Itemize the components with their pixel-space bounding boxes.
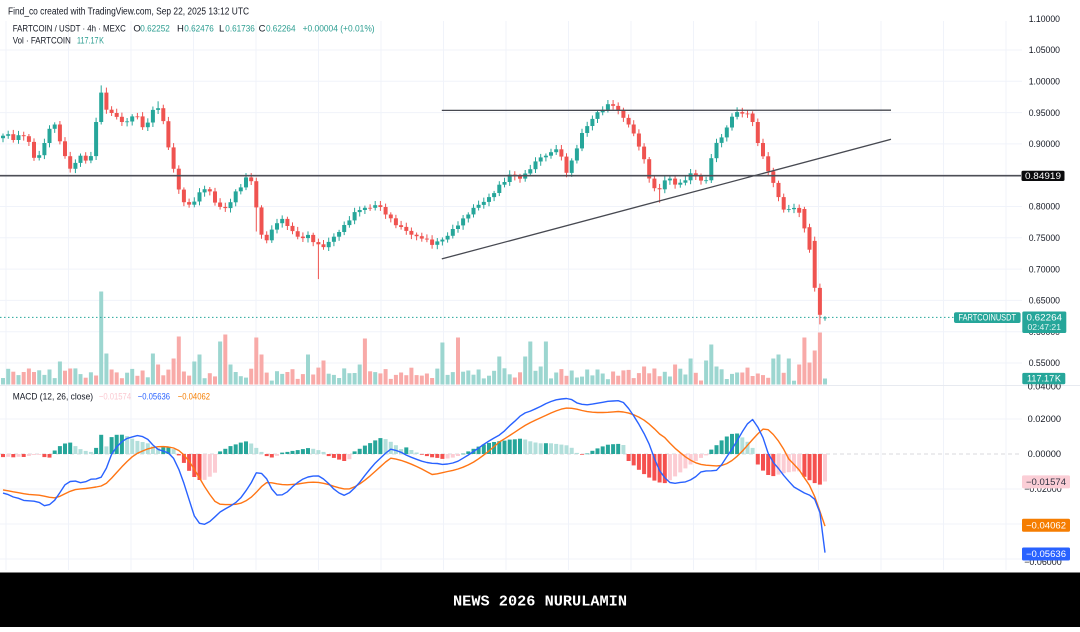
svg-text:L: L bbox=[219, 24, 224, 35]
svg-text:FARTCOINUSDT: FARTCOINUSDT bbox=[959, 313, 1017, 323]
svg-text:Find_co created with TradingVi: Find_co created with TradingView.com, Se… bbox=[8, 6, 249, 17]
svg-text:0.62252: 0.62252 bbox=[140, 24, 170, 35]
svg-text:H: H bbox=[177, 24, 184, 35]
svg-text:−0.01574: −0.01574 bbox=[99, 391, 131, 402]
svg-text:02:47:21: 02:47:21 bbox=[1028, 322, 1062, 332]
svg-text:117.17 K: 117.17 K bbox=[77, 36, 105, 47]
svg-text:C: C bbox=[259, 24, 266, 35]
svg-text:−0.04062: −0.04062 bbox=[1026, 520, 1066, 530]
svg-text:0.02000: 0.02000 bbox=[1028, 414, 1061, 424]
svg-text:117.17 K: 117.17 K bbox=[1027, 374, 1061, 384]
svg-text:0.65000: 0.65000 bbox=[1029, 296, 1060, 306]
svg-text:0.70000: 0.70000 bbox=[1029, 264, 1060, 274]
svg-text:0.80000: 0.80000 bbox=[1029, 202, 1060, 212]
svg-text:0.62476: 0.62476 bbox=[184, 24, 214, 35]
svg-text:+0.00004 (+0.01%): +0.00004 (+0.01%) bbox=[303, 24, 375, 35]
svg-text:0.62264: 0.62264 bbox=[266, 24, 296, 35]
svg-text:MACD (12, 26, close): MACD (12, 26, close) bbox=[13, 391, 93, 402]
svg-text:−0.05636: −0.05636 bbox=[1026, 549, 1066, 559]
svg-text:0.90000: 0.90000 bbox=[1029, 139, 1060, 149]
svg-text:1.05000: 1.05000 bbox=[1029, 45, 1060, 55]
svg-text:0.61736: 0.61736 bbox=[225, 24, 255, 35]
svg-text:0.55000: 0.55000 bbox=[1029, 358, 1060, 368]
svg-text:NEWS 2026 NURULAMIN: NEWS 2026 NURULAMIN bbox=[453, 595, 627, 611]
svg-text:0.62264: 0.62264 bbox=[1027, 312, 1063, 322]
svg-text:0.84919: 0.84919 bbox=[1025, 171, 1061, 181]
svg-text:−0.01574: −0.01574 bbox=[1026, 477, 1066, 487]
svg-text:1.10000: 1.10000 bbox=[1029, 14, 1060, 24]
svg-text:−0.05636: −0.05636 bbox=[138, 391, 170, 402]
svg-text:Vol · FARTCOIN: Vol · FARTCOIN bbox=[13, 36, 71, 47]
svg-text:0.00000: 0.00000 bbox=[1028, 449, 1061, 459]
svg-text:0.95000: 0.95000 bbox=[1029, 108, 1060, 118]
svg-text:−0.04062: −0.04062 bbox=[178, 391, 210, 402]
svg-text:1.00000: 1.00000 bbox=[1029, 77, 1060, 87]
svg-text:0.75000: 0.75000 bbox=[1029, 233, 1060, 243]
svg-text:FARTCOIN / USDT · 4h · MEXC: FARTCOIN / USDT · 4h · MEXC bbox=[13, 24, 126, 35]
